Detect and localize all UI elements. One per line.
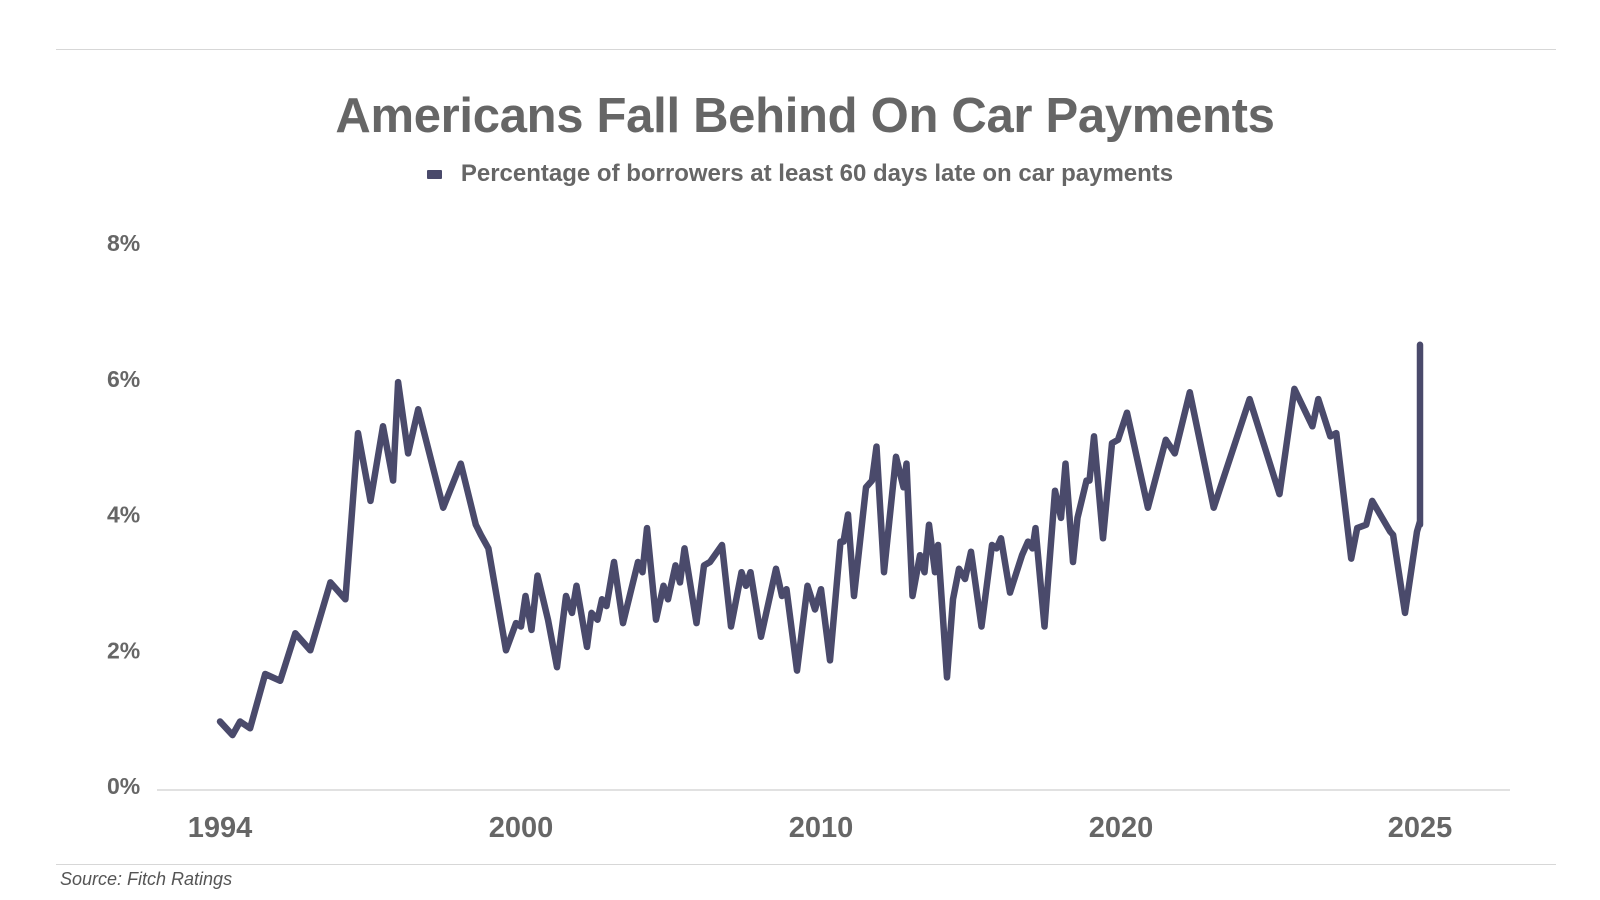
legend: Percentage of borrowers at least 60 days…	[0, 160, 1600, 188]
x-tick-label: 2025	[1388, 812, 1453, 844]
chart-title: Americans Fall Behind On Car Payments	[335, 89, 1275, 143]
bottom-divider	[56, 864, 1556, 865]
x-tick-label: 1994	[188, 812, 253, 844]
source-note: Source: Fitch Ratings	[60, 869, 233, 889]
top-divider	[56, 49, 1556, 50]
y-tick-label: 8%	[107, 230, 140, 256]
legend-label: Percentage of borrowers at least 60 days…	[460, 160, 1174, 187]
legend-swatch	[426, 169, 442, 179]
y-tick-label: 2%	[107, 637, 140, 663]
x-tick-label: 2020	[1089, 812, 1154, 844]
x-tick-label: 2000	[489, 812, 554, 844]
y-tick-label: 4%	[107, 502, 140, 528]
x-axis-ticks: 1994 2000 2010 2020 2025	[188, 812, 1453, 844]
x-tick-label: 2010	[789, 812, 854, 844]
series-line	[216, 341, 1424, 739]
y-axis-ticks: 0% 2% 4% 6% 8%	[107, 230, 140, 799]
y-tick-label: 0%	[107, 773, 140, 799]
y-tick-label: 6%	[107, 366, 140, 392]
